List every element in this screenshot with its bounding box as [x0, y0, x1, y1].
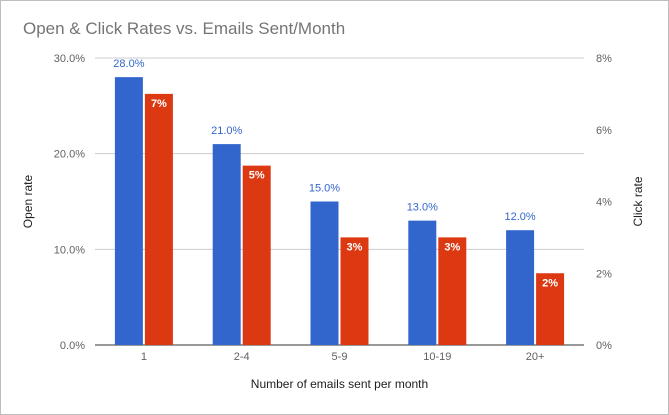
- y-left-tick-label: 30.0%: [54, 53, 85, 65]
- y-left-tick-label: 0.0%: [60, 340, 85, 352]
- click-rate-bar: [438, 237, 467, 345]
- x-tick-label: 1: [141, 351, 147, 363]
- open-rate-bar: [114, 77, 143, 345]
- chart-title: Open & Click Rates vs. Emails Sent/Month: [23, 19, 346, 38]
- open-rate-bar: [506, 230, 535, 345]
- open-rate-label: 21.0%: [211, 125, 242, 137]
- open-rate-label: 12.0%: [504, 211, 535, 223]
- data-labels: 28.0% 7% 21.0% 5% 15.0% 3% 13.0% 3% 12.0% 2%: [113, 58, 558, 289]
- click-rate-bar: [144, 93, 173, 345]
- click-rate-bar: [340, 237, 369, 345]
- y-axis-left-title: Open rate: [21, 174, 35, 228]
- open-rate-bar: [408, 220, 437, 345]
- x-axis-title: Number of emails sent per month: [251, 377, 428, 391]
- click-rate-bar: [242, 165, 271, 345]
- open-rate-label: 28.0%: [113, 58, 144, 70]
- click-rate-label: 2%: [542, 277, 558, 289]
- open-rate-label: 15.0%: [309, 183, 340, 195]
- y-right-tick-label: 4%: [596, 197, 612, 209]
- click-rate-label: 5%: [249, 170, 265, 182]
- y-right-tick-label: 8%: [596, 53, 612, 65]
- y-right-tick-label: 2%: [596, 268, 612, 280]
- click-rate-label: 3%: [444, 241, 460, 253]
- gridlines: [95, 57, 584, 346]
- open-rate-bar: [212, 144, 241, 345]
- y-right-tick-label: 0%: [596, 340, 612, 352]
- x-tick-label: 5-9: [332, 351, 348, 363]
- y-left-tick-label: 20.0%: [54, 149, 85, 161]
- y-right-tick-label: 6%: [596, 125, 612, 137]
- y-axis-right-title: Click rate: [631, 176, 645, 226]
- open-rate-label: 13.0%: [407, 202, 438, 214]
- click-rate-label: 3%: [347, 241, 363, 253]
- tick-labels: 0.0% 10.0% 20.0% 30.0% 0% 2% 4% 6% 8% 1 2-4 5-9 10-1…: [54, 53, 612, 363]
- x-tick-label: 10-19: [423, 351, 451, 363]
- bars: [114, 77, 565, 345]
- y-left-tick-label: 10.0%: [54, 244, 85, 256]
- open-rate-bar: [310, 201, 339, 345]
- x-tick-label: 20+: [526, 351, 545, 363]
- x-tick-label: 2-4: [234, 351, 250, 363]
- click-rate-label: 7%: [151, 98, 167, 110]
- click-rate-bar: [536, 273, 565, 345]
